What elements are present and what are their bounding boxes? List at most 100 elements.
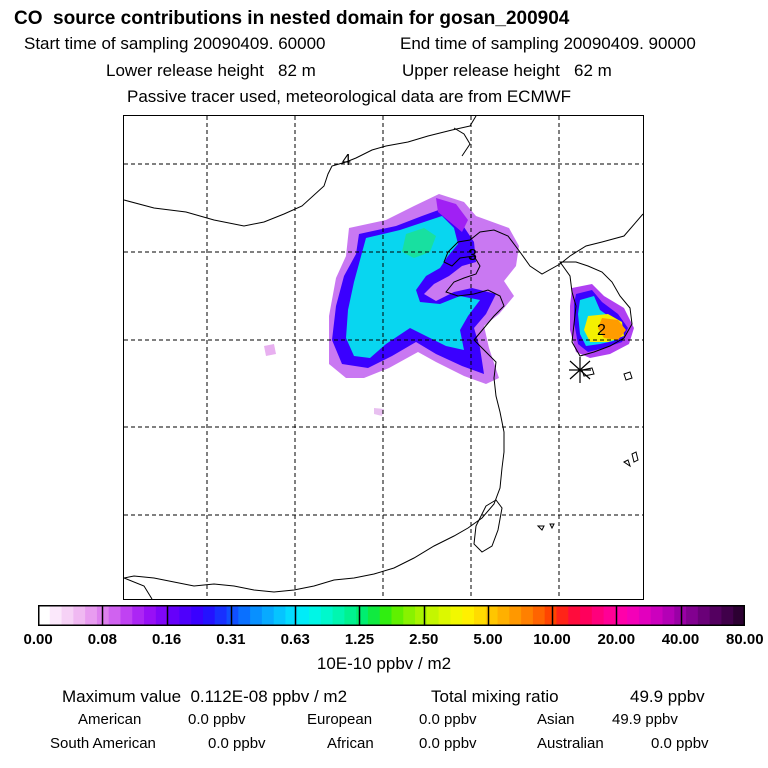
- china-coast: [124, 213, 643, 593]
- upper-release-height: Upper release height 62 m: [402, 61, 612, 80]
- colorbar-tick-label: 40.00: [661, 631, 700, 648]
- plume-minor-dot-2: [374, 408, 384, 416]
- colorbar-swatch: [580, 605, 593, 626]
- japan-islet-3: [623, 459, 631, 468]
- colorbar-swatch: [356, 605, 369, 626]
- colorbar-swatch: [167, 605, 180, 626]
- plume-purple-upper: [436, 198, 468, 232]
- colorbar-swatch: [297, 605, 310, 626]
- colorbar-frame: [38, 605, 745, 626]
- colorbar-swatch: [721, 605, 734, 626]
- colorbar-tick-label: 0.16: [152, 631, 182, 648]
- colorbar-swatch: [415, 605, 428, 626]
- korea-coast: [559, 261, 633, 357]
- colorbar-swatch: [638, 605, 652, 626]
- colorbar-swatch: [132, 605, 145, 626]
- colorbar-swatch: [367, 605, 381, 626]
- colorbar-swatch: [179, 605, 192, 626]
- colorbar-swatch: [191, 605, 204, 626]
- colorbar-swatch: [627, 605, 640, 626]
- colorbar-swatch: [309, 605, 322, 626]
- colorbar-tick-label: 10.00: [533, 631, 571, 648]
- isoline-label-4: 4: [342, 152, 351, 169]
- region-value: 49.9 ppbv: [612, 711, 678, 728]
- colorbar-swatch: [462, 605, 475, 626]
- isoline-label-2: 2: [597, 322, 606, 339]
- plume-field: [264, 194, 634, 416]
- colorbar-swatch: [686, 605, 699, 626]
- map-panel: 4 3 2: [123, 115, 644, 600]
- lower-release-height: Lower release height 82 m: [106, 61, 316, 80]
- colorbar-swatch: [285, 605, 298, 626]
- colorbar-swatch: [509, 605, 522, 626]
- colorbar-swatch: [650, 605, 664, 626]
- colorbar-swatch: [697, 605, 711, 626]
- colorbar-swatch: [485, 605, 499, 626]
- colorbar-swatch: [85, 605, 98, 626]
- border-northeast: [453, 127, 471, 157]
- region-value: 0.0 ppbv: [419, 711, 477, 728]
- colorbar-swatch: [108, 605, 122, 626]
- colorbar-swatch: [155, 605, 169, 626]
- colorbar-swatch: [568, 605, 581, 626]
- colorbar-swatch: [344, 605, 357, 626]
- coastlines: [124, 116, 643, 599]
- colorbar-tick-label: 20.00: [597, 631, 636, 648]
- end-time: End time of sampling 20090409. 90000: [400, 34, 696, 53]
- colorbar-swatch: [532, 605, 546, 626]
- colorbar-swatch: [403, 605, 416, 626]
- region-name: European: [307, 711, 373, 728]
- colorbar-swatch: [674, 605, 687, 626]
- region-value: 0.0 ppbv: [188, 711, 246, 728]
- colorbar-swatch: [709, 605, 723, 626]
- colorbar-swatch: [591, 605, 605, 626]
- colorbar-swatch: [615, 605, 628, 626]
- colorbar-swatch: [426, 605, 440, 626]
- colorbar-swatch: [450, 605, 463, 626]
- region-name: Asian: [537, 711, 575, 728]
- colorbar-swatch: [497, 605, 510, 626]
- colorbar-swatch: [61, 605, 74, 626]
- region-value: 0.0 ppbv: [419, 735, 477, 752]
- colorbar-swatch: [332, 605, 345, 626]
- colorbar-tick-label: 2.50: [409, 631, 439, 648]
- page-title: CO source contributions in nested domain…: [14, 8, 570, 29]
- colorbar-swatch: [379, 605, 393, 626]
- colorbar-swatch: [250, 605, 263, 626]
- colorbar-swatch: [320, 605, 334, 626]
- colorbar-swatch: [556, 605, 569, 626]
- colorbar-swatch: [214, 605, 228, 626]
- border-north: [469, 116, 477, 127]
- total-mixing-ratio-label: Total mixing ratio: [431, 687, 559, 706]
- colorbar-swatch: [521, 605, 534, 626]
- tracer-note: Passive tracer used, meteorological data…: [127, 87, 572, 106]
- colorbar-tick-label: 80.00: [726, 631, 764, 648]
- colorbar-swatch: [261, 605, 275, 626]
- colorbar-swatch: [144, 605, 157, 626]
- colorbar-swatch: [49, 605, 63, 626]
- colorbar-swatch: [544, 605, 558, 626]
- colorbar-swatch: [603, 605, 616, 626]
- japan-islet-1: [623, 371, 633, 381]
- colorbar-swatch: [73, 605, 86, 626]
- japan-islet-2: [631, 451, 639, 463]
- colorbar-unit: 10E-10 ppbv / m2: [316, 654, 452, 673]
- colorbar-swatch: [202, 605, 216, 626]
- total-mixing-ratio-value: 49.9 ppbv: [630, 687, 705, 706]
- colorbar-tick-label: 5.00: [473, 631, 503, 648]
- jeju-island: [581, 367, 595, 377]
- southwest-coast: [124, 577, 153, 599]
- colorbar-swatch: [226, 605, 239, 626]
- colorbar-swatch: [438, 605, 452, 626]
- map-svg: 4 3 2: [124, 116, 643, 599]
- small-islet-2: [549, 523, 555, 530]
- colorbar-tick-label: 0.63: [280, 631, 310, 648]
- taiwan: [473, 499, 503, 553]
- region-value: 0.0 ppbv: [208, 735, 266, 752]
- region-name: Australian: [537, 735, 604, 752]
- plume-korea-orange: [598, 318, 626, 340]
- start-time: Start time of sampling 20090409. 60000: [24, 34, 326, 53]
- region-name: African: [327, 735, 374, 752]
- plume-green-patch: [402, 228, 436, 258]
- region-value: 0.0 ppbv: [651, 735, 709, 752]
